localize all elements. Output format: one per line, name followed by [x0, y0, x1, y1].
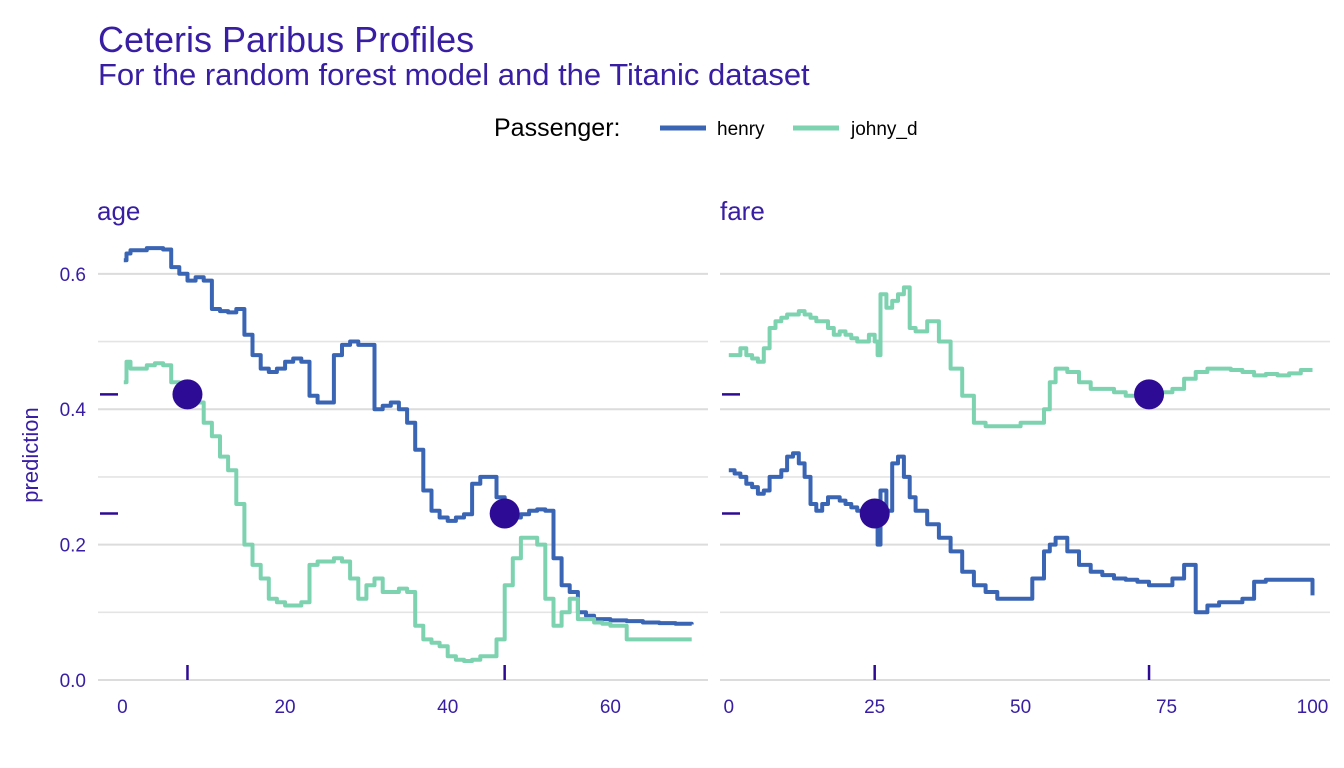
legend-label-henry: henry [717, 119, 765, 140]
y-tick-label: 0.2 [60, 536, 86, 557]
x-tick-label: 50 [1010, 697, 1031, 718]
facet-label-age: age [97, 196, 140, 226]
observations-fare [859, 379, 1165, 529]
chart-subtitle: For the random forest model and the Tita… [98, 57, 810, 92]
x-tick-label: 0 [723, 697, 734, 718]
y-ticks-age: 0.0 0.2 0.4 0.6 [60, 265, 87, 692]
x-tick-label: 0 [117, 697, 128, 718]
facet-age: age 0.0 0.2 0.4 0.6 0 20 40 60 [60, 196, 708, 718]
observation-point-henry [859, 498, 890, 529]
profile-line-henry [728, 451, 1315, 615]
grid-age [98, 272, 708, 681]
profile-line-johny_d [123, 359, 692, 663]
profiles-fare [728, 285, 1315, 615]
profiles-age [123, 246, 694, 663]
x-tick-label: 20 [274, 697, 295, 718]
observation-point-henry [489, 498, 520, 529]
observation-point-johny_d [172, 379, 203, 410]
profile-line-johny_d [728, 285, 1313, 429]
rugs-fare [722, 393, 1151, 680]
x-ticks-fare: 0 25 50 75 100 [723, 697, 1328, 718]
y-tick-label: 0.0 [60, 671, 86, 692]
rugs-age [100, 393, 506, 680]
legend: Passenger: henry johny_d [494, 114, 918, 142]
observations-age [172, 379, 520, 529]
grid-fare [720, 272, 1330, 681]
observation-point-johny_d [1134, 379, 1165, 410]
chart-title: Ceteris Paribus Profiles [98, 19, 474, 60]
y-axis-title: prediction [18, 407, 43, 502]
x-tick-label: 100 [1297, 697, 1329, 718]
x-tick-label: 75 [1156, 697, 1177, 718]
facet-fare: fare 0 25 50 75 100 [720, 196, 1330, 718]
y-tick-label: 0.6 [60, 265, 86, 286]
x-tick-label: 25 [864, 697, 885, 718]
x-tick-label: 60 [600, 697, 621, 718]
facet-label-fare: fare [720, 196, 765, 226]
x-ticks-age: 0 20 40 60 [117, 697, 621, 718]
legend-title: Passenger: [494, 114, 620, 142]
x-tick-label: 40 [437, 697, 458, 718]
profile-line-henry [123, 246, 694, 626]
y-tick-label: 0.4 [60, 400, 87, 421]
legend-label-johny-d: johny_d [850, 119, 918, 140]
